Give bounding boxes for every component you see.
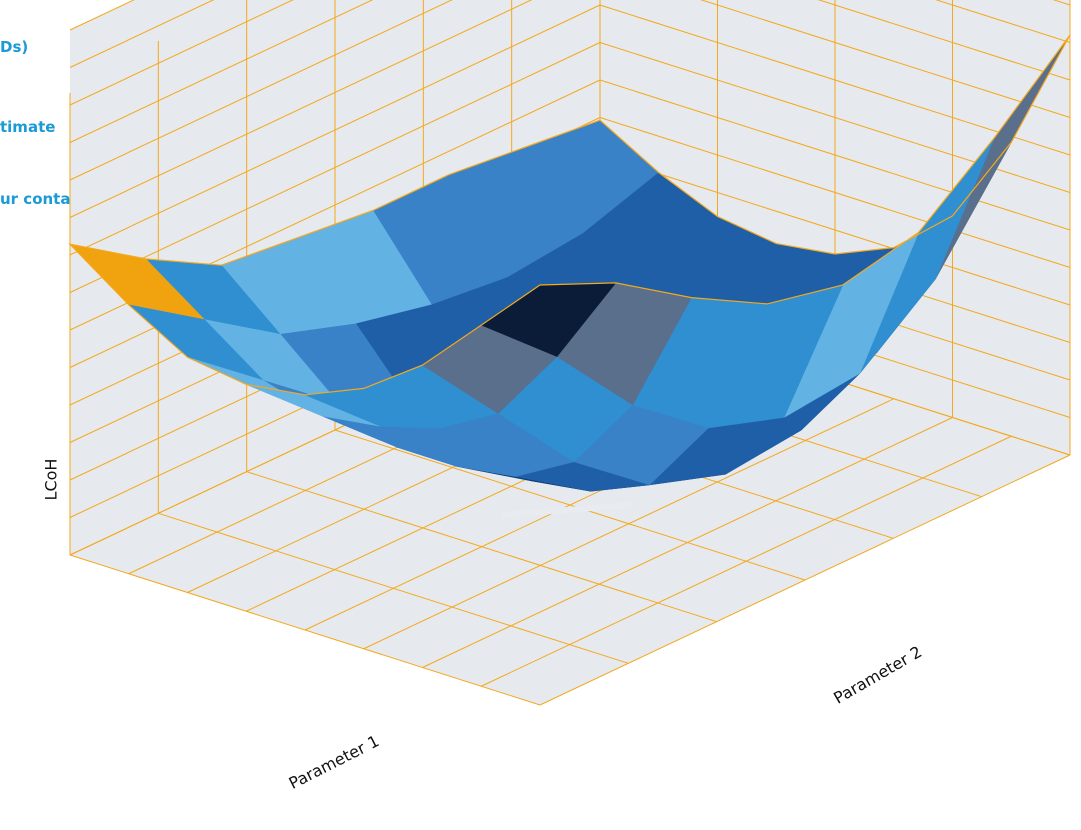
- grid-line: [69, 0, 453, 181]
- grid-line: [69, 0, 533, 218]
- grid-line: [935, 0, 1071, 43]
- legend-item: Ds): [0, 38, 29, 56]
- grid-line: [69, 554, 541, 706]
- grid-line: [817, 0, 1071, 81]
- grid-line: [69, 0, 294, 106]
- grid-line: [599, 4, 1071, 156]
- grid-line: [334, 429, 806, 581]
- grid-line: [158, 512, 629, 664]
- grid-line: [69, 0, 374, 143]
- z-axis-label: LCoH: [41, 458, 61, 501]
- legend-item: ur contact: [0, 190, 87, 208]
- grid-line: [69, 0, 215, 68]
- grid-line: [599, 154, 1071, 306]
- grid-line: [700, 0, 1071, 118]
- grid-line: [69, 4, 601, 256]
- legend-item: timate: [0, 118, 56, 136]
- grid-line: [599, 79, 1071, 231]
- grid-line: [69, 42, 601, 293]
- grid-line: [599, 117, 1071, 268]
- minimum-marker: [501, 501, 633, 518]
- grid-line: [246, 471, 717, 623]
- surface: [68, 34, 1071, 518]
- surface-outline: [68, 34, 1071, 396]
